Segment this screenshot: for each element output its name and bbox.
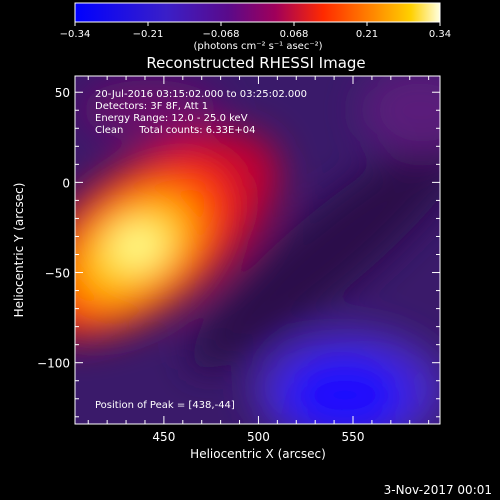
annotation-detectors: Detectors: 3F 8F, Att 1 xyxy=(95,101,208,112)
colorbar-gradient xyxy=(74,2,441,23)
x-tick-label: 450 xyxy=(152,430,175,444)
x-tick-label: 550 xyxy=(342,430,365,444)
peak-position-label: Position of Peak = [438,-44] xyxy=(95,400,235,411)
x-axis: 450 500 550 xyxy=(87,76,430,444)
y-axis-label: Heliocentric Y (arcsec) xyxy=(12,183,26,318)
y-tick-label: −50 xyxy=(45,267,70,281)
colorbar-unit-label: (photons cm⁻² s⁻¹ asec⁻²) xyxy=(193,41,322,52)
colorbar: −0.34 −0.21 −0.068 0.068 0.21 0.34 (photons c… xyxy=(60,2,451,52)
colorbar-tick-label: −0.34 xyxy=(60,29,91,40)
y-tick-label: 50 xyxy=(55,86,70,100)
footer-date: 3-Nov-2017 00:01 xyxy=(384,483,492,497)
annotation-time-range: 20-Jul-2016 03:15:02.000 to 03:25:02.000 xyxy=(95,89,307,100)
annotation-clean-counts: Clean Total counts: 6.33E+04 xyxy=(95,125,255,136)
annotation-energy-range: Energy Range: 12.0 - 25.0 keV xyxy=(95,113,248,124)
colorbar-tick-label: −0.21 xyxy=(133,29,164,40)
y-tick-label: −100 xyxy=(37,357,70,371)
x-axis-label: Heliocentric X (arcsec) xyxy=(190,447,326,461)
colorbar-tick-label: 0.068 xyxy=(280,29,309,40)
chart-title: Reconstructed RHESSI Image xyxy=(146,54,365,72)
colorbar-tick-label: 0.34 xyxy=(429,29,451,40)
y-tick-label: 0 xyxy=(62,176,70,190)
colorbar-tick-label: 0.21 xyxy=(356,29,378,40)
colorbar-tick-label: −0.068 xyxy=(202,29,239,40)
plot-frame xyxy=(74,75,441,425)
annotation-block: 20-Jul-2016 03:15:02.000 to 03:25:02.000… xyxy=(95,89,307,136)
x-tick-label: 500 xyxy=(247,430,270,444)
heatmap-image xyxy=(75,76,440,424)
y-axis: 50 0 −50 −100 xyxy=(37,86,440,418)
